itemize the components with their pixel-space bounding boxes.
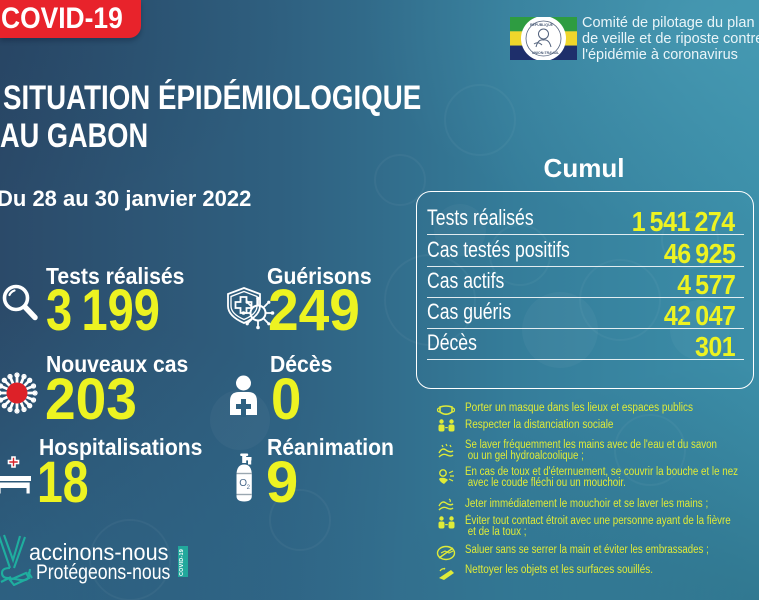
svg-text:2: 2 [247,485,251,491]
svg-text:O: O [239,478,247,489]
svg-text:RÉPUBLIQUE: RÉPUBLIQUE [530,22,554,27]
svg-text:UNION•TRAVAIL: UNION•TRAVAIL [532,51,560,55]
